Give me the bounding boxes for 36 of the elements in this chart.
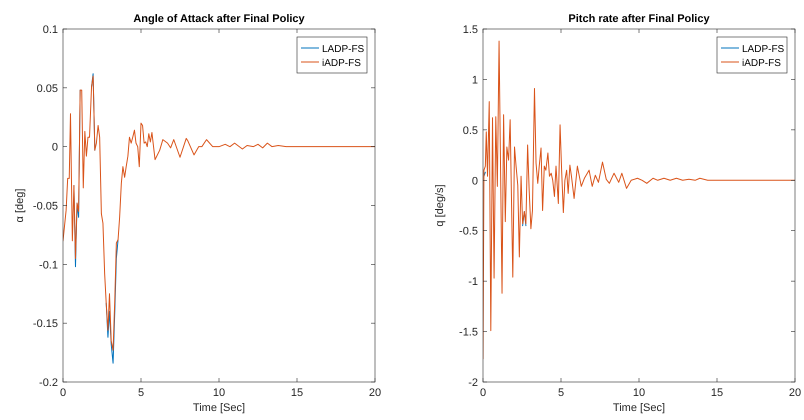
x-tick-label: 10 bbox=[632, 387, 646, 399]
y-tick-label: 0.5 bbox=[462, 124, 478, 137]
y-tick-label: -1.5 bbox=[459, 326, 478, 339]
x-tick-label: 0 bbox=[480, 387, 486, 399]
x-tick-label: 15 bbox=[710, 387, 724, 399]
y-tick-label: 0.05 bbox=[36, 82, 58, 95]
y-tick-label: 0 bbox=[472, 175, 478, 188]
y-tick-label: -1 bbox=[468, 276, 478, 288]
y-tick-label: 1.5 bbox=[462, 24, 478, 36]
chart-title: Pitch rate after Final Policy bbox=[568, 13, 710, 25]
chart-title: Angle of Attack after Final Policy bbox=[133, 13, 306, 25]
x-tick-label: 10 bbox=[212, 387, 226, 399]
legend-label: LADP-FS bbox=[322, 44, 365, 55]
x-axis-title: Time [Sec] bbox=[192, 402, 246, 414]
y-tick-label: 0.1 bbox=[42, 24, 58, 36]
y-tick-label: 1 bbox=[472, 74, 478, 86]
line-series bbox=[63, 76, 375, 351]
x-tick-label: 5 bbox=[138, 387, 144, 399]
y-tick-label: -0.2 bbox=[39, 377, 58, 389]
x-tick-label: 20 bbox=[368, 387, 382, 399]
x-axis-title: Time [Sec] bbox=[612, 402, 666, 414]
x-tick-label: 0 bbox=[60, 387, 66, 399]
y-tick-label: -0.05 bbox=[32, 200, 58, 212]
y-tick-label: -0.15 bbox=[32, 318, 58, 330]
y-tick-label: 0 bbox=[52, 142, 58, 154]
y-tick-label: -2 bbox=[468, 377, 478, 389]
y-tick-label: -0.5 bbox=[459, 226, 478, 238]
y-axis-title: α [deg] bbox=[14, 188, 26, 222]
y-axis-title: q [deg/s] bbox=[434, 184, 446, 227]
legend-label: iADP-FS bbox=[322, 58, 362, 69]
x-tick-label: 15 bbox=[290, 387, 304, 399]
legend-label: iADP-FS bbox=[742, 58, 782, 69]
legend-label: LADP-FS bbox=[742, 44, 785, 55]
y-tick-label: -0.1 bbox=[39, 259, 58, 272]
x-tick-label: 5 bbox=[558, 387, 564, 399]
x-tick-label: 20 bbox=[788, 387, 802, 399]
